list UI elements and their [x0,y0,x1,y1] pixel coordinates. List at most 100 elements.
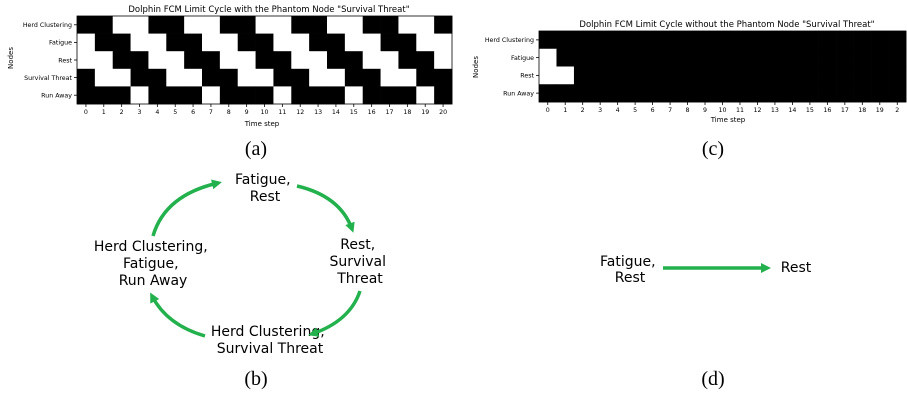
transition-from-state: Fatigue, Rest [600,254,660,286]
heatmap-c-cell [888,31,907,50]
heatmap-a-cell [362,33,381,52]
heatmap-a-x-tick-label: 6 [191,109,195,116]
heatmap-a-cell [344,86,364,105]
heatmap-c-x-tick-label: 2 [581,107,585,114]
cycle-state-3-line-2: Survival Threat [217,341,324,357]
heatmap-c-cell [573,84,592,103]
heatmap-a-xlabel: Time step [244,120,280,128]
heatmap-a-x-tick-label: 0 [84,109,88,116]
heatmap-c-cell [556,84,575,103]
heatmap-c-cell [591,66,610,85]
transition-from-line-2: Rest [615,270,646,286]
heatmap-c-x-tick-label: 5 [633,107,637,114]
heatmap-a-x-tick-label: 18 [403,109,411,116]
heatmap-c-cell [626,48,645,67]
heatmap-a-cell [362,68,381,87]
heatmap-c-cell [871,48,889,67]
heatmap-c-title: Dolphin FCM Limit Cycle without the Phan… [579,20,874,30]
panel-label-a: (a) [245,138,267,160]
heatmap-a-cell [77,33,96,52]
heatmap-c-cell [801,48,819,67]
heatmap-a-cell [112,51,131,70]
heatmap-a-cell [362,86,381,105]
heatmap-a-cell [398,33,417,52]
heatmap-a-y-tick-label: Run Away [41,93,72,100]
heatmap-a-cell [273,33,292,52]
heatmap-c-cell [748,48,767,67]
heatmap-a-cell [112,16,131,34]
heatmap-a-cell [112,33,131,52]
heatmap-a-x-tick-label: 10 [260,109,268,116]
heatmap-c-x-tick-label: 7 [668,107,672,114]
heatmap-c-cell [853,31,872,50]
heatmap-a-cell [309,51,328,70]
heatmap-a-x-tick-label: 20 [439,109,447,116]
transition-to-state: Rest [781,260,812,276]
heatmap-c-cell [871,84,889,103]
heatmap-a-cell [219,33,239,52]
cycle-state-4-line-2: Fatigue, [123,256,179,272]
heatmap-c-x-tick-label: 17 [841,107,849,114]
heatmap-a-cells [76,15,453,105]
panel-label-d: (d) [701,368,724,390]
heatmap-c-cell [573,31,592,50]
heatmap-with-phantom-node: Dolphin FCM Limit Cycle with the Phantom… [7,5,453,128]
heatmap-c-x-tick-label: 11 [736,107,744,114]
panel-label-c: (c) [702,138,724,160]
heatmap-c-cell [539,84,557,103]
heatmap-a-cell [380,16,399,34]
heatmap-a-cell [380,86,399,105]
heatmap-a-cell [434,86,453,105]
heatmap-a-cell [94,51,114,70]
heatmap-a-cell [327,33,346,52]
heatmap-c-cell [818,48,837,67]
heatmap-c-cell [783,48,802,67]
heatmap-c-cell [556,31,575,50]
cycle-state-1-line-1: Fatigue, [235,172,291,188]
heatmap-a-cell [148,68,167,87]
heatmap-c-cell [678,84,697,103]
heatmap-a-cell [398,51,417,70]
heatmap-c-cell [643,66,662,85]
heatmap-a-cell [309,86,328,105]
heatmap-c-cell [836,31,854,50]
heatmap-c-cell [643,48,662,67]
heatmap-c-x-tick-label: 2 [895,107,899,114]
heatmap-c-cell [573,66,592,85]
heatmap-a-y-tick-label: Survival Threat [24,75,72,82]
transition-from-line-1: Fatigue, [600,254,656,270]
heatmap-c-cell [853,48,872,67]
cycle-state-4: Herd Clustering, Fatigue, Run Away [94,239,212,289]
heatmap-a-cell [291,33,310,52]
heatmap-c-cell [643,84,662,103]
heatmap-c-cell [871,66,889,85]
heatmap-c-cell [766,48,785,67]
heatmap-c-cell [661,31,680,50]
heatmap-c-cell [836,66,854,85]
heatmap-c-cell [766,66,785,85]
heatmap-a-cell [291,16,310,34]
heatmap-a-cell [380,51,399,70]
heatmap-c-cell [871,31,889,50]
heatmap-a-cell [237,51,256,70]
heatmap-a-cell [184,86,203,105]
heatmap-a-cell [416,33,435,52]
heatmap-a-cell [130,86,149,105]
heatmap-a-x-tick-label: 13 [314,109,322,116]
heatmap-c-cell [836,84,854,103]
heatmap-a-cell [416,86,435,105]
heatmap-a-cell [219,86,239,105]
heatmap-a-cell [255,16,274,34]
heatmap-a-cell [112,68,131,87]
heatmap-c-cell [783,31,802,50]
heatmap-c-x-tick-label: 4 [616,107,620,114]
heatmap-c-cell [539,66,557,85]
heatmap-a-cell [416,68,435,87]
heatmap-a-cell [148,33,167,52]
heatmap-c-cell [713,31,732,50]
heatmap-c-cell [853,66,872,85]
heatmap-c-cell [748,84,767,103]
heatmap-a-cell [148,86,167,105]
heatmap-c-cell [556,48,575,67]
